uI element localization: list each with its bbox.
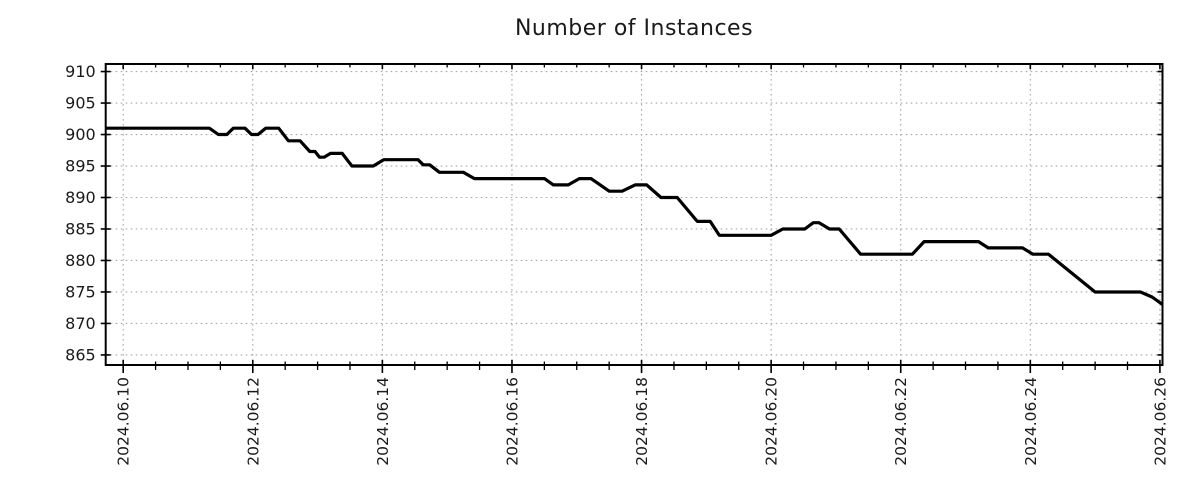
- x-tick-label: 2024.06.16: [503, 377, 521, 466]
- y-tick-label: 910: [65, 62, 96, 81]
- x-tick-label: 2024.06.20: [763, 377, 781, 466]
- y-tick-label: 890: [65, 188, 96, 207]
- y-tick-label: 900: [65, 125, 96, 144]
- series-line-instances: [105, 126, 1164, 306]
- y-tick-label: 880: [65, 251, 96, 270]
- x-tick-label: 2024.06.22: [892, 377, 910, 466]
- chart-title: Number of Instances: [514, 16, 754, 41]
- y-tick-label: 870: [65, 314, 96, 333]
- y-tick-label: 895: [65, 157, 96, 176]
- x-tick-label: 2024.06.26: [1151, 377, 1169, 466]
- x-tick-label: 2024.06.12: [244, 377, 262, 466]
- y-tick-label: 875: [65, 282, 96, 301]
- x-tick-label: 2024.06.24: [1022, 377, 1040, 466]
- y-tick-label: 885: [65, 219, 96, 238]
- x-tick-label: 2024.06.10: [115, 377, 133, 466]
- plot-border: [104, 63, 1164, 366]
- y-tick-label: 865: [65, 345, 96, 364]
- y-tick-label: 905: [65, 94, 96, 113]
- x-tick-label: 2024.06.14: [374, 377, 392, 466]
- x-tick-label: 2024.06.18: [633, 377, 651, 466]
